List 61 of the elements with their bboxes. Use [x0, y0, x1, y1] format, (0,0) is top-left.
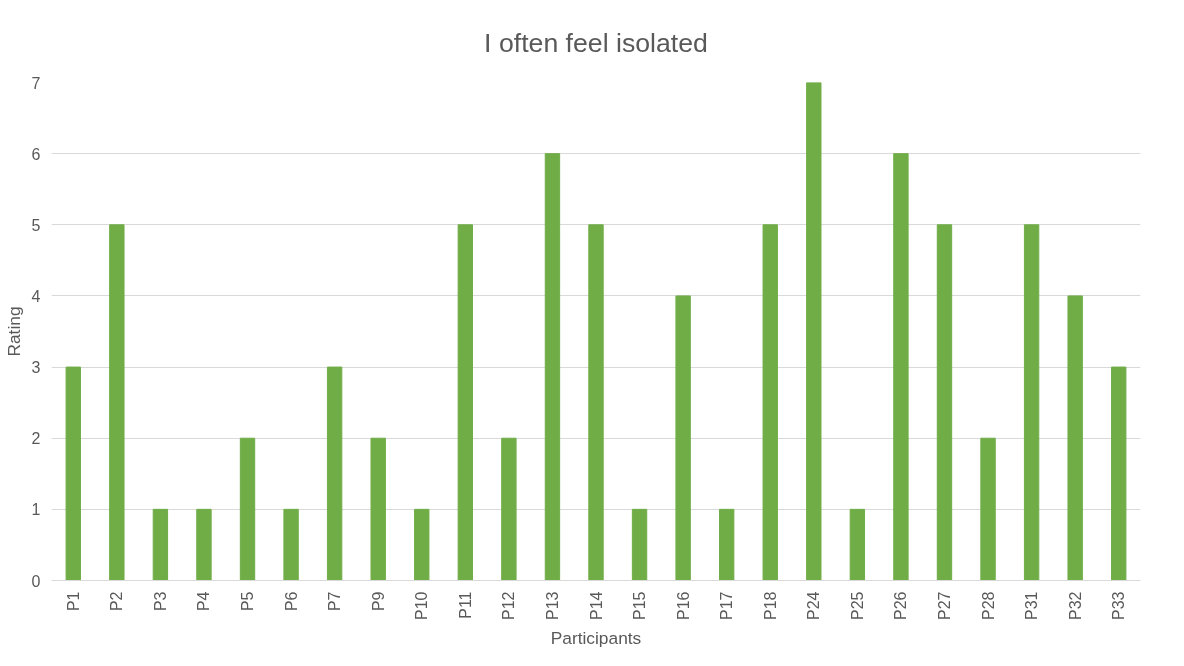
x-tick-label: P3	[151, 591, 169, 612]
x-tick-label: P10	[413, 591, 431, 620]
x-tick-label: P25	[848, 591, 866, 620]
x-tick-label: P18	[761, 591, 779, 620]
bar	[326, 366, 343, 581]
x-axis-title: Participants	[550, 627, 642, 648]
x-tick-label: P2	[108, 591, 126, 612]
chart-title: I often feel isolated	[484, 27, 708, 58]
bar	[980, 437, 996, 581]
bar	[544, 153, 561, 581]
bar	[109, 224, 125, 581]
x-tick-label: P14	[587, 591, 605, 620]
x-tick-label: P9	[369, 591, 387, 612]
bar	[806, 82, 822, 581]
bar	[414, 508, 430, 581]
x-tick-label: P7	[326, 591, 344, 612]
bar	[239, 437, 256, 581]
bar	[196, 508, 212, 581]
y-tick-label: 7	[31, 74, 41, 92]
x-tick-label: P26	[892, 591, 910, 620]
x-tick-label: P27	[935, 591, 953, 620]
x-tick-label: P32	[1066, 591, 1084, 620]
x-tick-label: P5	[239, 591, 257, 612]
bar	[893, 153, 909, 581]
x-tick-label: P15	[631, 591, 649, 620]
bar	[762, 224, 778, 581]
x-tick-label: P6	[282, 591, 300, 612]
x-tick-label: P31	[1023, 591, 1041, 620]
x-tick-label: P24	[805, 591, 823, 620]
x-tick-label: P16	[674, 591, 692, 620]
x-tick-label: P33	[1110, 591, 1128, 620]
bar	[675, 295, 691, 581]
y-tick-label: 3	[31, 359, 41, 377]
x-tick-label: P11	[456, 591, 474, 619]
bar	[152, 508, 169, 581]
y-tick-label: 5	[31, 216, 41, 234]
y-axis-title: Rating	[3, 306, 24, 357]
y-tick-label: 0	[31, 572, 41, 590]
y-tick-label: 6	[31, 145, 41, 163]
bar	[849, 508, 866, 581]
bar	[1067, 295, 1083, 581]
y-tick-label: 1	[31, 501, 41, 519]
bar	[936, 224, 953, 581]
x-tick-label: P13	[543, 591, 561, 620]
x-tick-label: P28	[979, 591, 997, 620]
bar	[588, 224, 604, 581]
bar	[283, 508, 299, 581]
x-tick-label: P4	[195, 591, 213, 612]
bar	[65, 366, 81, 581]
x-tick-label: P17	[718, 591, 736, 620]
bar	[457, 224, 474, 581]
bar	[370, 437, 386, 581]
x-tick-label: P1	[64, 591, 82, 612]
bar	[1111, 366, 1127, 581]
y-tick-label: 4	[31, 287, 41, 305]
x-tick-label: P12	[500, 591, 518, 620]
bar	[631, 508, 648, 581]
bar	[501, 437, 517, 581]
y-tick-label: 2	[31, 430, 41, 448]
bar	[718, 508, 735, 581]
bar	[1023, 224, 1040, 581]
